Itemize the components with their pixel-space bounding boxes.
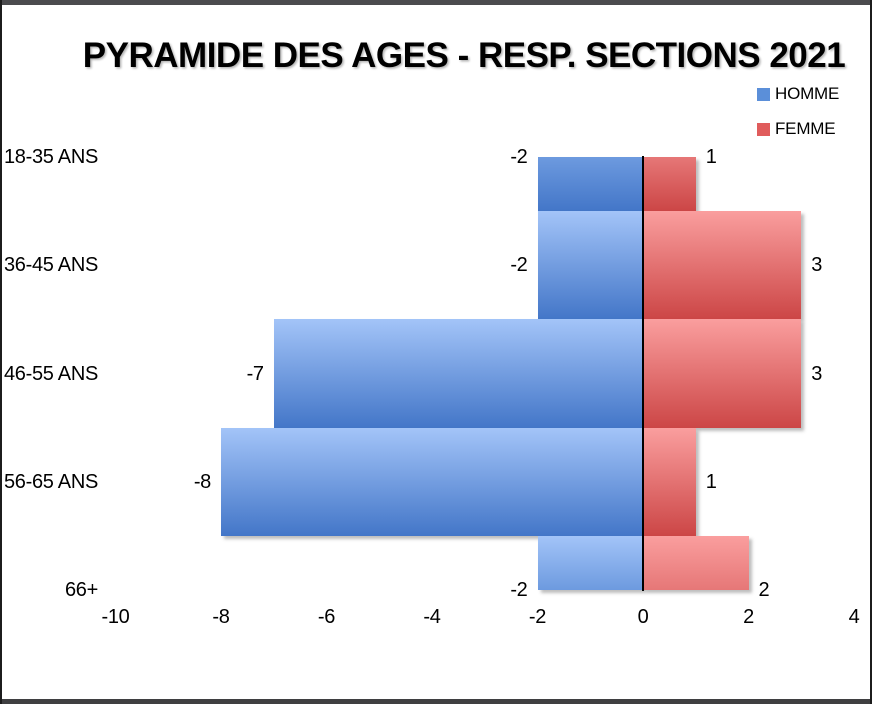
frame-border-right <box>870 0 872 704</box>
bar-homme <box>537 157 643 212</box>
category-label: 46-55 ANS <box>3 362 98 385</box>
x-tick-label: 2 <box>743 606 754 628</box>
legend-item-femme: FEMME <box>757 119 839 138</box>
data-label-femme: 1 <box>705 146 717 168</box>
category-label: 56-65 ANS <box>3 470 98 493</box>
x-tick-label: -6 <box>317 606 336 628</box>
legend-swatch-homme <box>757 87 770 101</box>
x-tick-label: 0 <box>637 606 649 628</box>
x-tick-label: -8 <box>212 606 230 628</box>
frame-border-bottom <box>0 699 872 704</box>
frame-border-top <box>0 0 872 5</box>
data-label-femme: 3 <box>811 362 823 385</box>
bar-homme <box>537 535 643 590</box>
x-tick-label: 4 <box>848 606 860 628</box>
data-label-femme: 3 <box>811 254 823 277</box>
legend-label-femme: FEMME <box>775 119 836 138</box>
legend-label-homme: HOMME <box>775 84 840 103</box>
bar-femme <box>643 535 749 590</box>
bar-homme <box>273 319 643 428</box>
data-label-homme: -8 <box>193 470 211 493</box>
data-label-femme: 1 <box>705 470 717 493</box>
data-label-homme: -2 <box>510 254 528 277</box>
frame-border-left <box>0 0 2 704</box>
bar-femme <box>643 211 802 320</box>
zero-axis-line <box>642 156 644 591</box>
data-label-homme: -7 <box>246 362 264 385</box>
category-label: 66+ <box>64 579 98 601</box>
bar-homme <box>537 211 643 320</box>
category-label: 36-45 ANS <box>3 254 98 277</box>
x-tick-label: -10 <box>101 606 130 628</box>
bar-femme <box>643 157 696 212</box>
data-label-femme: 2 <box>758 579 770 601</box>
legend-swatch-femme <box>757 122 770 136</box>
bar-homme <box>221 427 643 536</box>
chart-title: PYRAMIDE DES AGES - RESP. SECTIONS 2021 <box>82 36 846 75</box>
bar-femme <box>643 427 696 536</box>
legend-item-homme: HOMME <box>757 84 840 103</box>
x-tick-label: -2 <box>528 606 547 628</box>
data-label-homme: -2 <box>510 146 528 168</box>
legend: HOMME FEMME <box>757 84 840 156</box>
data-label-homme: -2 <box>510 579 528 601</box>
x-tick-label: -4 <box>423 606 441 628</box>
category-label: 18-35 ANS <box>3 146 98 168</box>
bar-femme <box>643 319 802 428</box>
